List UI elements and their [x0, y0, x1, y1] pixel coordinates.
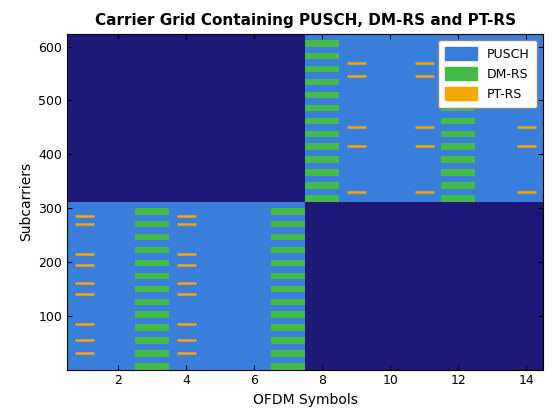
Bar: [305, 131, 339, 137]
Bar: [67, 202, 305, 370]
Bar: [135, 221, 169, 228]
Y-axis label: Subcarriers: Subcarriers: [19, 162, 33, 241]
Bar: [441, 156, 475, 163]
Bar: [305, 79, 339, 85]
Bar: [305, 118, 339, 124]
Bar: [441, 195, 475, 202]
Bar: [135, 234, 169, 240]
Bar: [271, 363, 305, 370]
Bar: [305, 195, 339, 202]
Bar: [441, 105, 475, 111]
Bar: [135, 299, 169, 305]
Bar: [271, 273, 305, 279]
Bar: [271, 324, 305, 331]
Bar: [135, 208, 169, 215]
Bar: [441, 66, 475, 72]
Bar: [271, 234, 305, 240]
Legend: PUSCH, DM-RS, PT-RS: PUSCH, DM-RS, PT-RS: [438, 40, 537, 108]
Bar: [441, 182, 475, 189]
Bar: [135, 337, 169, 344]
Bar: [305, 182, 339, 189]
Bar: [305, 156, 339, 163]
Bar: [271, 208, 305, 215]
Bar: [135, 273, 169, 279]
Bar: [441, 144, 475, 150]
Bar: [441, 92, 475, 98]
Bar: [135, 363, 169, 370]
X-axis label: OFDM Symbols: OFDM Symbols: [253, 393, 358, 407]
Bar: [271, 247, 305, 253]
Title: Carrier Grid Containing PUSCH, DM-RS and PT-RS: Carrier Grid Containing PUSCH, DM-RS and…: [95, 13, 516, 28]
Bar: [441, 118, 475, 124]
Bar: [271, 260, 305, 266]
Bar: [271, 337, 305, 344]
Bar: [305, 92, 339, 98]
Bar: [305, 53, 339, 60]
Bar: [441, 79, 475, 85]
Bar: [305, 34, 543, 202]
Bar: [441, 40, 475, 47]
Bar: [271, 312, 305, 318]
Bar: [271, 299, 305, 305]
Bar: [271, 350, 305, 357]
Bar: [271, 286, 305, 292]
Bar: [441, 169, 475, 176]
Bar: [441, 131, 475, 137]
Bar: [271, 221, 305, 228]
Bar: [135, 247, 169, 253]
Bar: [135, 260, 169, 266]
Bar: [135, 286, 169, 292]
Bar: [305, 105, 339, 111]
Bar: [441, 53, 475, 60]
Bar: [135, 350, 169, 357]
Bar: [135, 312, 169, 318]
Bar: [135, 324, 169, 331]
Bar: [305, 66, 339, 72]
Bar: [305, 40, 339, 47]
Bar: [305, 144, 339, 150]
Bar: [305, 169, 339, 176]
